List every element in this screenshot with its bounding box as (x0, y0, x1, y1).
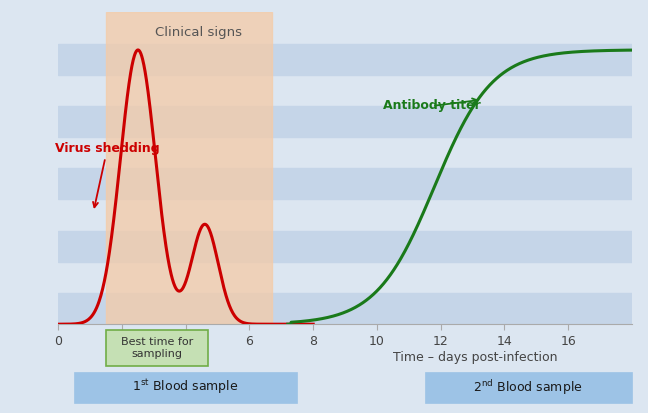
Bar (58, 106, 632, 137)
Text: Time – days post-infection: Time – days post-infection (393, 351, 557, 364)
Text: Best time for
sampling: Best time for sampling (121, 337, 193, 359)
Text: 1$^{\mathregular{st}}$ Blood sample: 1$^{\mathregular{st}}$ Blood sample (132, 378, 239, 396)
Bar (106, 12, 272, 324)
Bar (58, 169, 632, 199)
Bar (58, 293, 632, 324)
Bar (58, 44, 632, 75)
Text: Antibody titer: Antibody titer (383, 98, 481, 112)
Text: Clinical signs: Clinical signs (155, 26, 242, 39)
Text: Virus shedding: Virus shedding (55, 142, 160, 207)
Bar (58, 230, 632, 262)
Text: 2$^{\mathregular{nd}}$ Blood sample: 2$^{\mathregular{nd}}$ Blood sample (474, 378, 583, 396)
